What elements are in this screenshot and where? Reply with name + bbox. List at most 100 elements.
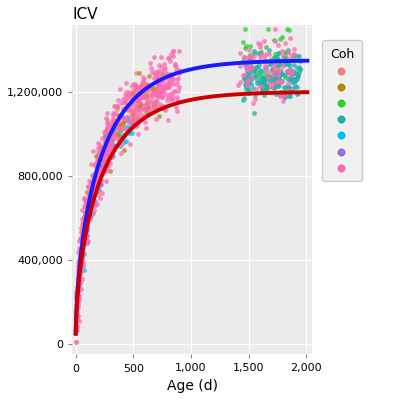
- Point: [78, 249, 84, 255]
- Point: [286, 84, 292, 91]
- Point: [148, 105, 154, 111]
- Point: [98, 151, 105, 158]
- Point: [271, 76, 278, 82]
- Point: [99, 171, 106, 178]
- Point: [126, 92, 132, 98]
- Point: [275, 50, 282, 56]
- Point: [80, 241, 87, 248]
- Point: [87, 189, 93, 196]
- Point: [102, 140, 108, 146]
- Point: [104, 167, 110, 173]
- Point: [244, 79, 251, 85]
- Point: [81, 214, 88, 220]
- Point: [101, 144, 108, 150]
- Point: [270, 84, 276, 90]
- Point: [73, 294, 80, 300]
- Point: [120, 116, 126, 122]
- Point: [142, 91, 149, 97]
- Point: [85, 238, 92, 244]
- Point: [117, 143, 124, 149]
- Point: [106, 133, 113, 140]
- Point: [276, 36, 283, 42]
- Point: [286, 27, 292, 34]
- Point: [152, 72, 158, 78]
- Point: [274, 79, 280, 86]
- Point: [113, 117, 120, 123]
- Point: [89, 196, 96, 202]
- Point: [98, 144, 104, 151]
- Point: [129, 122, 136, 128]
- Point: [94, 157, 100, 163]
- Point: [151, 85, 157, 91]
- Point: [81, 267, 87, 273]
- Point: [146, 107, 152, 113]
- Point: [134, 122, 140, 128]
- Point: [246, 90, 252, 96]
- Point: [245, 85, 251, 91]
- Point: [94, 188, 100, 194]
- Point: [101, 154, 107, 160]
- Point: [81, 214, 88, 220]
- Point: [286, 87, 293, 94]
- Point: [103, 140, 110, 146]
- Point: [100, 152, 107, 158]
- Point: [257, 66, 263, 73]
- Point: [78, 248, 84, 254]
- Point: [133, 85, 139, 92]
- Point: [138, 100, 144, 107]
- Point: [140, 78, 146, 84]
- Point: [147, 83, 153, 90]
- Point: [79, 247, 86, 254]
- Point: [92, 182, 98, 188]
- Point: [294, 76, 300, 82]
- Point: [76, 270, 82, 277]
- Point: [282, 74, 288, 81]
- Point: [263, 64, 270, 70]
- Point: [133, 70, 139, 76]
- Point: [76, 271, 82, 278]
- Point: [167, 91, 174, 97]
- Point: [74, 267, 81, 273]
- Point: [124, 127, 131, 134]
- Point: [284, 90, 290, 96]
- Point: [172, 88, 178, 94]
- Point: [116, 114, 122, 121]
- Point: [260, 77, 266, 84]
- Point: [104, 132, 111, 138]
- Point: [163, 82, 169, 88]
- Point: [105, 138, 112, 144]
- Point: [136, 98, 142, 104]
- Point: [265, 73, 271, 79]
- Point: [124, 95, 131, 102]
- Point: [156, 76, 162, 83]
- Point: [90, 198, 96, 205]
- Point: [88, 178, 94, 184]
- Point: [259, 80, 266, 86]
- Point: [104, 125, 110, 131]
- Point: [131, 110, 137, 116]
- Point: [74, 294, 81, 300]
- Point: [267, 61, 274, 67]
- Point: [82, 220, 89, 226]
- Point: [241, 76, 248, 83]
- Point: [270, 72, 276, 78]
- Point: [293, 91, 300, 97]
- Point: [154, 74, 160, 80]
- Point: [152, 98, 158, 105]
- Point: [102, 158, 108, 164]
- Point: [78, 252, 84, 258]
- Point: [102, 145, 109, 152]
- Point: [274, 78, 280, 85]
- Point: [78, 263, 84, 270]
- Point: [85, 183, 92, 189]
- Point: [289, 79, 296, 85]
- Point: [93, 180, 100, 186]
- Point: [173, 104, 179, 110]
- Point: [84, 232, 90, 238]
- Point: [106, 132, 112, 139]
- Point: [135, 96, 141, 102]
- Point: [102, 147, 109, 154]
- Point: [73, 323, 80, 329]
- Point: [131, 101, 137, 108]
- Point: [257, 82, 264, 88]
